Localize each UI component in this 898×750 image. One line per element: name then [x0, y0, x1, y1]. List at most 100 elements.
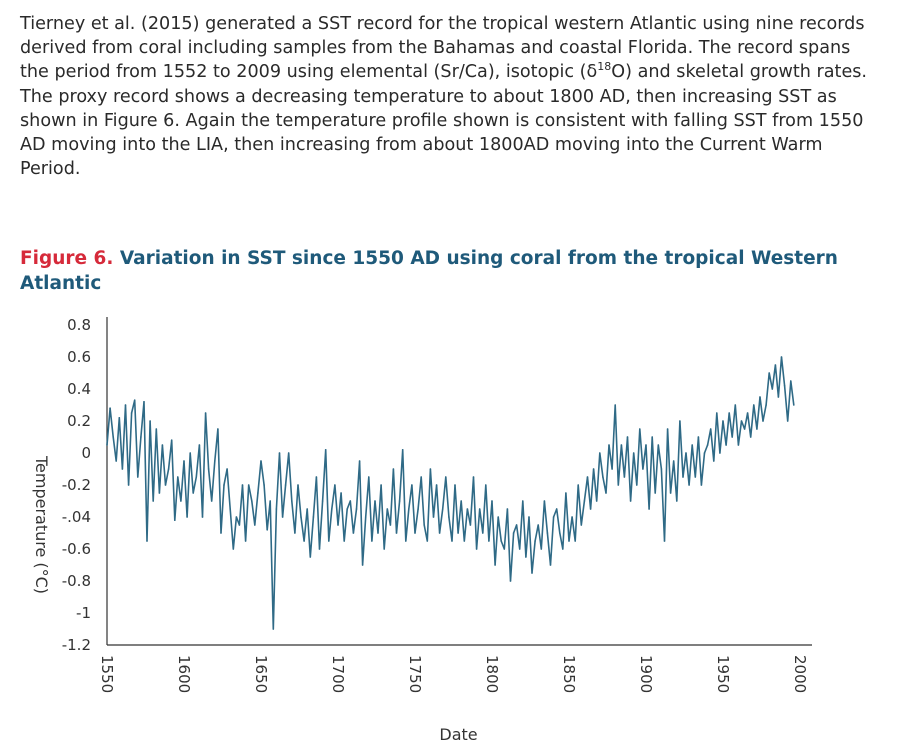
- data-point: [654, 492, 656, 494]
- sst-series-points: [106, 356, 795, 630]
- data-point: [291, 500, 293, 502]
- data-point: [349, 500, 352, 502]
- data-point: [377, 532, 379, 534]
- data-point: [127, 484, 130, 486]
- data-point: [743, 428, 746, 430]
- data-point: [676, 500, 678, 502]
- data-point: [303, 540, 305, 542]
- data-point: [700, 484, 703, 486]
- data-point: [395, 532, 398, 534]
- data-point: [771, 388, 774, 390]
- data-point: [562, 548, 564, 550]
- data-point: [485, 484, 487, 486]
- data-point: [170, 439, 173, 442]
- data-point: [352, 532, 355, 534]
- data-point: [780, 356, 783, 358]
- data-point: [244, 540, 247, 542]
- data-point: [315, 476, 318, 478]
- data-point: [478, 508, 481, 510]
- data-point: [746, 412, 749, 414]
- data-point: [361, 564, 364, 566]
- data-point: [697, 436, 700, 438]
- data-point: [210, 500, 213, 502]
- data-point: [223, 484, 225, 486]
- data-point: [645, 444, 647, 446]
- data-point: [186, 516, 188, 518]
- data-point: [423, 524, 426, 526]
- data-point: [672, 460, 675, 462]
- data-point: [281, 516, 284, 518]
- y-tick-label: 0.2: [67, 412, 91, 430]
- x-tick-label: 1550: [98, 655, 116, 693]
- data-point: [460, 500, 463, 502]
- data-point: [774, 364, 777, 366]
- data-point: [749, 436, 752, 438]
- data-point: [568, 540, 570, 542]
- data-point: [364, 516, 367, 518]
- data-point: [595, 500, 598, 502]
- data-point: [540, 548, 543, 550]
- data-point: [220, 532, 222, 534]
- data-point: [611, 468, 613, 470]
- data-point: [626, 436, 629, 438]
- y-tick-labels: 0.8 0.6 0.4 0.2 0 -0.2 -.04 -0.6 -0.8 -1 -1.2: [62, 316, 91, 654]
- data-point: [783, 385, 786, 387]
- data-point: [617, 484, 620, 486]
- x-tick-labels: 1550 1600 1650 1700 1750 1800 1850 1900 1950 2000: [98, 655, 809, 693]
- data-point: [358, 460, 361, 462]
- data-point: [195, 476, 198, 478]
- data-point: [642, 468, 644, 470]
- data-point: [531, 572, 533, 574]
- y-tick-label: 0: [81, 444, 91, 462]
- data-point: [294, 532, 296, 534]
- data-point: [133, 399, 136, 402]
- data-point: [666, 428, 669, 430]
- data-point: [164, 484, 167, 486]
- data-point: [614, 404, 616, 406]
- data-point: [241, 484, 244, 486]
- x-tick-label: 1850: [560, 655, 578, 693]
- data-point: [124, 404, 127, 406]
- data-point: [189, 452, 191, 454]
- data-point: [731, 436, 733, 438]
- data-point: [472, 476, 475, 478]
- data-point: [549, 564, 552, 566]
- data-point: [287, 452, 290, 454]
- data-point: [158, 492, 161, 494]
- data-point: [512, 532, 515, 534]
- data-point: [337, 524, 339, 526]
- data-point: [583, 500, 586, 502]
- data-point: [552, 516, 555, 518]
- data-point: [207, 468, 210, 470]
- data-point: [297, 484, 299, 486]
- intro-paragraph: Tierney et al. (2015) generated a SST re…: [20, 12, 880, 181]
- data-point: [623, 476, 626, 478]
- data-point: [734, 404, 737, 406]
- data-point: [306, 508, 309, 510]
- data-point: [383, 548, 386, 550]
- data-point: [528, 516, 530, 518]
- data-point: [491, 500, 493, 502]
- y-tick-label: -0.2: [62, 476, 91, 494]
- data-point: [429, 468, 432, 470]
- data-point: [482, 532, 484, 534]
- data-point: [448, 516, 450, 518]
- data-point: [405, 540, 407, 542]
- data-point: [445, 476, 447, 478]
- data-point: [174, 519, 176, 521]
- data-point: [503, 548, 506, 550]
- data-point: [694, 476, 697, 478]
- x-tick-label: 1950: [714, 655, 732, 693]
- figure-caption: Figure 6. Variation in SST since 1550 AD…: [20, 247, 880, 296]
- data-point: [457, 532, 459, 534]
- data-point: [466, 508, 469, 510]
- data-point: [565, 492, 567, 494]
- data-point: [386, 508, 389, 510]
- data-point: [605, 492, 607, 494]
- data-point: [709, 428, 712, 430]
- data-point: [229, 508, 231, 510]
- data-point: [555, 508, 558, 510]
- data-point: [435, 484, 438, 486]
- y-tick-label: -.04: [62, 508, 91, 526]
- data-point: [500, 540, 503, 542]
